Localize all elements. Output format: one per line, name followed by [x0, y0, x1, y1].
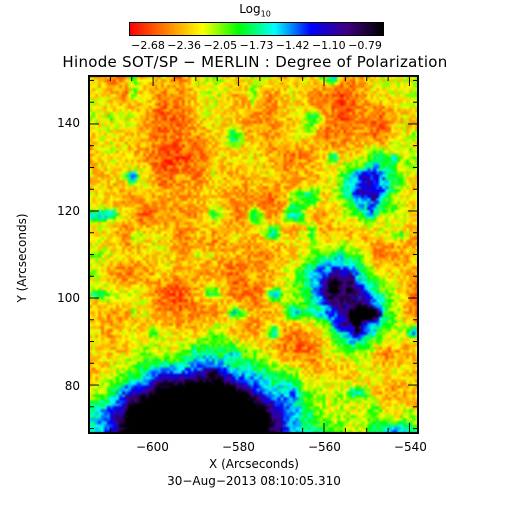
x-axis-label: X (Arcseconds) — [209, 457, 299, 471]
colorbar-tick-label: −2.68 — [131, 39, 165, 52]
colorbar-tick-label: −2.36 — [167, 39, 202, 52]
y-tick-label: 120 — [57, 203, 80, 218]
colorbar-tick-label: −1.73 — [239, 39, 274, 52]
colorbar-title-text: Log — [239, 2, 261, 16]
y-tick-label: 100 — [57, 291, 80, 306]
x-tick-label: −580 — [221, 440, 255, 454]
x-tick-label: −600 — [135, 440, 169, 454]
plot-border — [89, 76, 418, 433]
observation-timestamp: 30−Aug−2013 08:10:05.310 — [167, 474, 341, 488]
colorbar-title: Log10 — [0, 2, 510, 18]
x-tick-label: −540 — [393, 440, 427, 454]
y-tick-label: 80 — [64, 378, 80, 393]
colorbar-tick-label: −1.42 — [275, 39, 310, 52]
x-tick-label: −560 — [307, 440, 341, 454]
heatmap-image — [89, 76, 418, 433]
colorbar — [129, 22, 384, 36]
y-axis-label: Y (Arcseconds) — [15, 213, 29, 303]
colorbar-tick-label: −0.79 — [348, 39, 382, 52]
colorbar-title-subscript: 10 — [260, 9, 271, 19]
colorbar-tick-label: −1.10 — [311, 39, 346, 52]
colorbar-gradient — [130, 23, 383, 35]
colorbar-tick-label: −2.05 — [203, 39, 238, 52]
y-tick-label: 140 — [57, 116, 80, 131]
plot-title: Hinode SOT/SP − MERLIN : Degree of Polar… — [62, 53, 448, 71]
heatmap-plot — [88, 75, 419, 434]
